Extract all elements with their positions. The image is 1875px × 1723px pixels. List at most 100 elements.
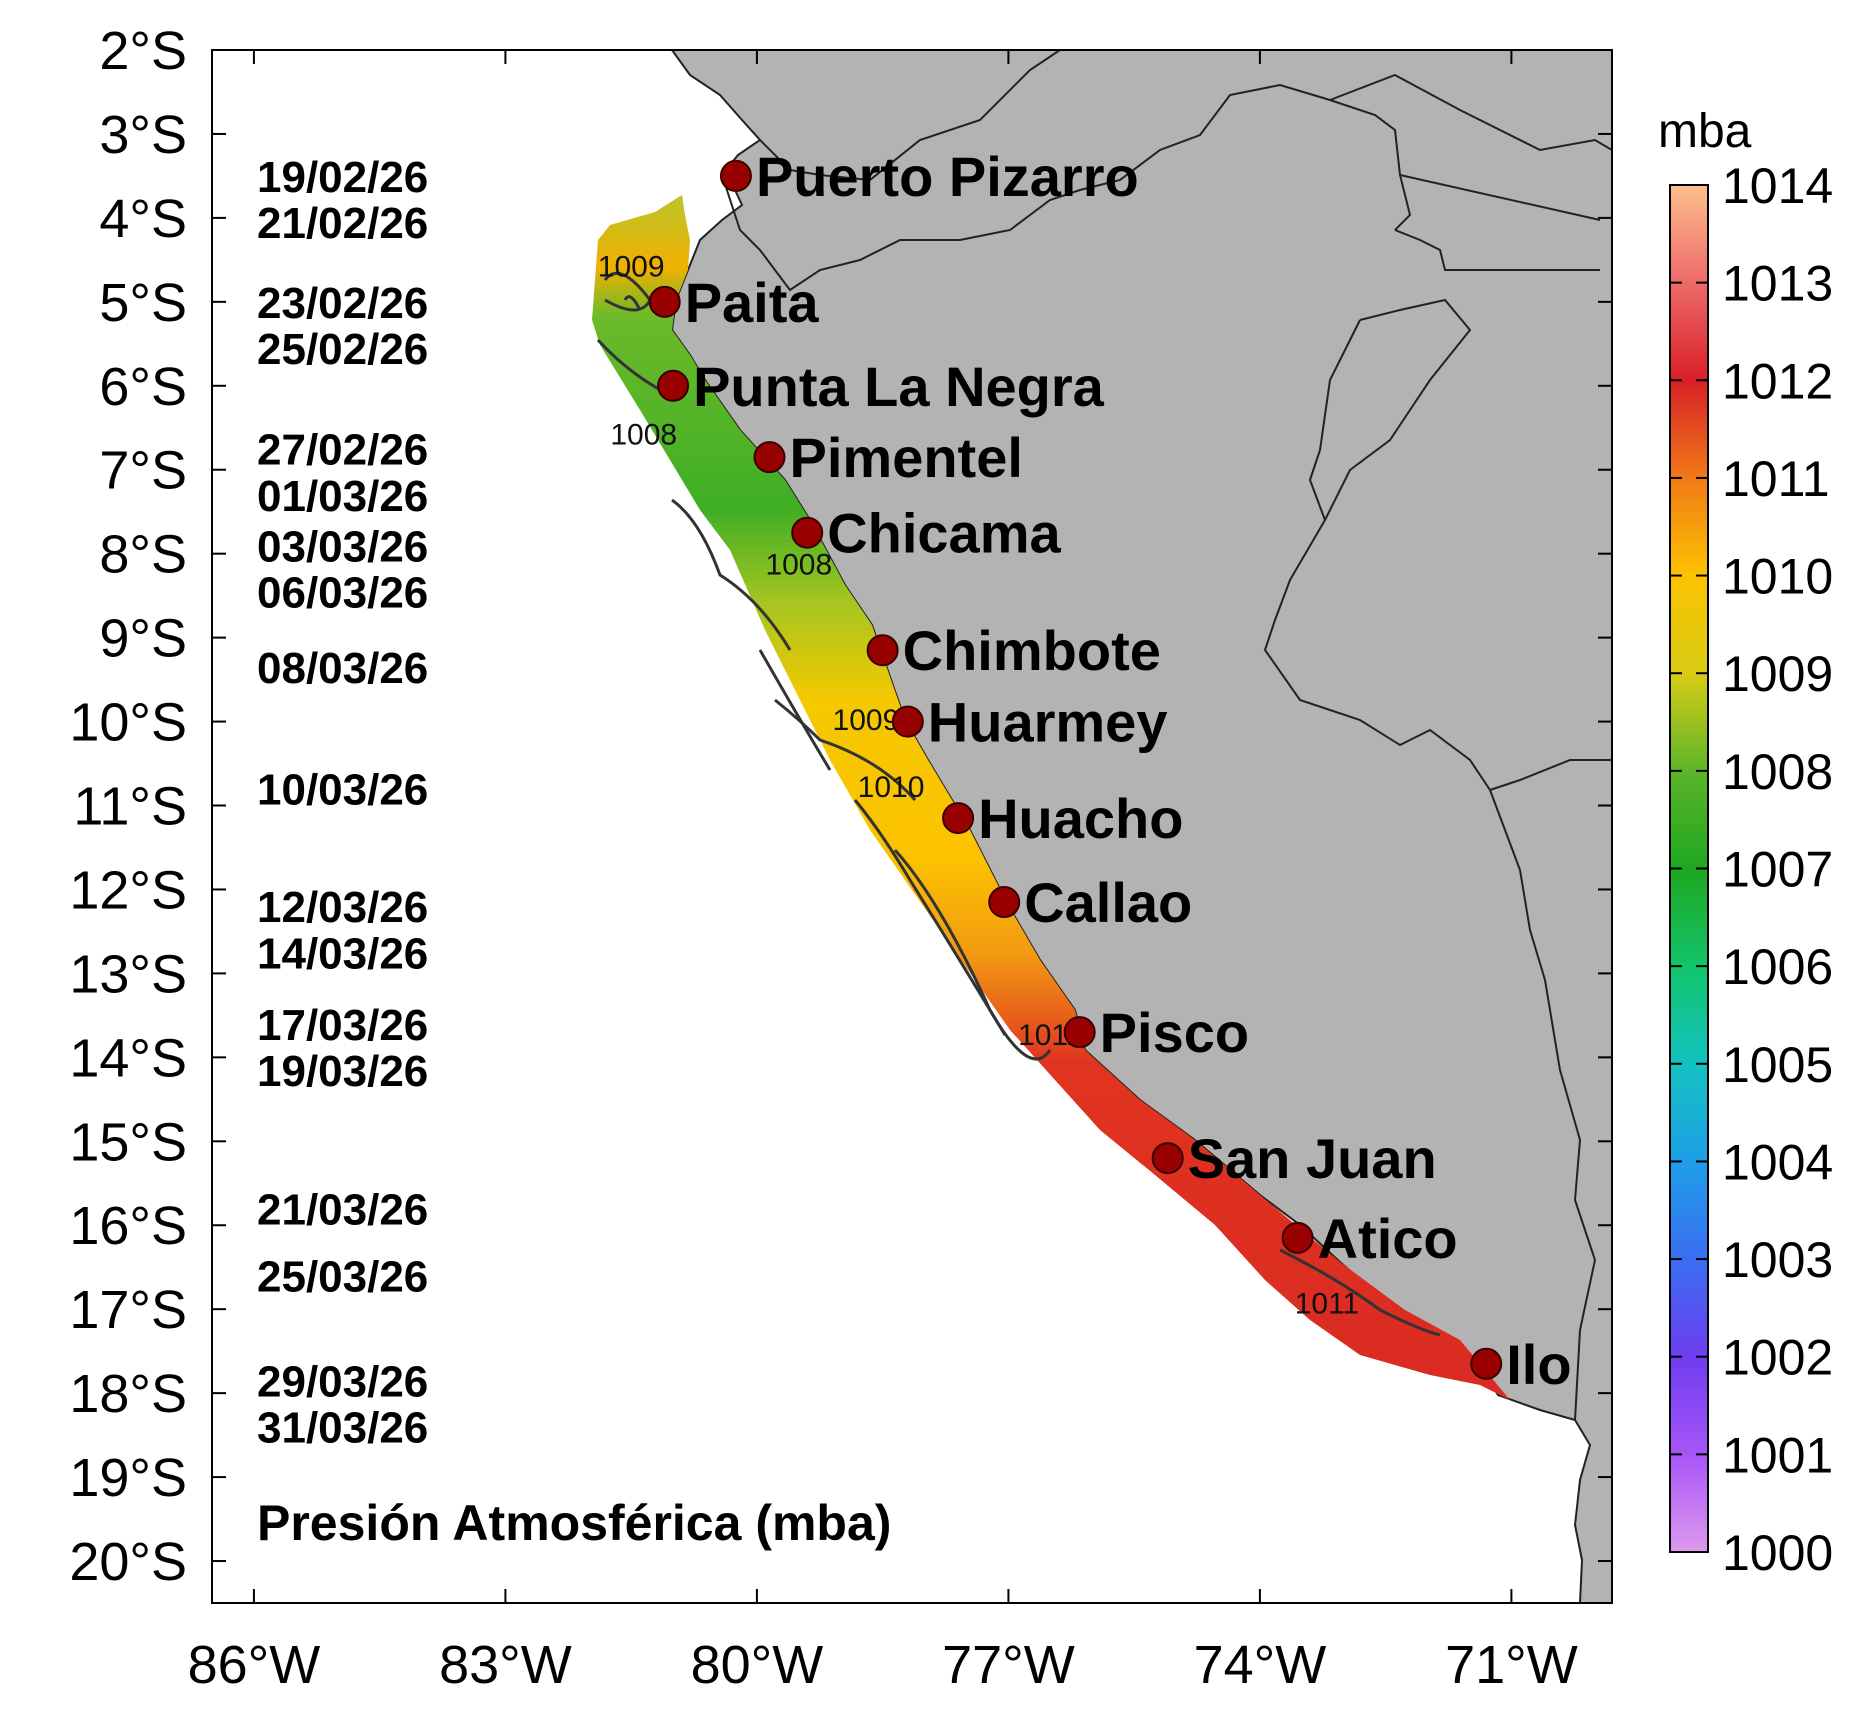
contour-label: 1009	[598, 251, 665, 284]
lat-tick-label: 2°S	[99, 21, 187, 81]
date-label: 03/03/26	[257, 522, 428, 571]
station-marker	[648, 285, 681, 318]
station-label: Puerto Pizarro	[756, 145, 1139, 208]
date-label: 25/02/26	[257, 325, 428, 374]
station-marker	[791, 516, 824, 549]
lat-tick-label: 9°S	[99, 609, 187, 669]
station-label: Chimbote	[903, 619, 1161, 682]
station-label: Huarmey	[928, 691, 1168, 754]
date-label: 31/03/26	[257, 1404, 428, 1453]
station-marker	[753, 441, 786, 474]
date-label: 08/03/26	[257, 644, 428, 693]
date-label: 17/03/26	[257, 1001, 428, 1050]
lat-tick-label: 16°S	[69, 1196, 187, 1256]
lat-tick-label: 12°S	[69, 860, 187, 920]
station-marker	[1470, 1347, 1503, 1380]
lat-tick-label: 6°S	[99, 357, 187, 417]
lat-tick-label: 5°S	[99, 273, 187, 333]
lat-tick-label: 19°S	[69, 1448, 187, 1508]
colorbar-tick-label: 1005	[1722, 1037, 1833, 1093]
lat-tick-label: 20°S	[69, 1532, 187, 1592]
station-marker	[1151, 1142, 1184, 1175]
date-label: 10/03/26	[257, 766, 428, 815]
date-label: 19/02/26	[257, 153, 428, 202]
colorbar-ticks: 1014 1013 1012 1011 1010 1009 1008 1007 1006 1005…	[1670, 158, 1833, 1581]
lat-tick-label: 15°S	[69, 1112, 187, 1172]
station-label: Ilo	[1506, 1333, 1571, 1396]
lat-tick-label: 4°S	[99, 189, 187, 249]
lon-tick-label: 74°W	[1194, 1635, 1327, 1695]
lon-tick-label: 71°W	[1445, 1635, 1578, 1695]
contour-label: 1008	[765, 549, 832, 582]
station-label: Pisco	[1100, 1001, 1249, 1064]
station-marker	[657, 369, 690, 402]
lat-tick-label: 11°S	[73, 777, 187, 837]
date-label: 01/03/26	[257, 472, 428, 521]
lat-tick-label: 3°S	[99, 105, 187, 165]
colorbar-tick-label: 1011	[1722, 451, 1830, 507]
station-marker	[942, 802, 975, 835]
lat-tick-label: 17°S	[69, 1280, 187, 1340]
colorbar-unit: mba	[1658, 105, 1752, 158]
lat-tick-label: 13°S	[69, 944, 187, 1004]
date-label: 25/03/26	[257, 1253, 428, 1302]
map-plot-area	[212, 50, 1612, 1603]
colorbar-tick-label: 1000	[1722, 1525, 1833, 1581]
contour-label: 1011	[1295, 1287, 1360, 1320]
contour-lines	[596, 271, 1441, 1337]
lat-tick-label: 7°S	[99, 441, 187, 501]
contour-label: 1008	[610, 419, 677, 452]
date-label: 12/03/26	[257, 883, 428, 932]
colorbar-tick-label: 1007	[1722, 842, 1833, 898]
station-label: San Juan	[1188, 1127, 1437, 1190]
station-marker	[988, 886, 1021, 919]
lon-tick-label: 83°W	[439, 1635, 572, 1695]
colorbar-tick-label: 1008	[1722, 744, 1833, 800]
lon-tick-label: 77°W	[942, 1635, 1075, 1695]
station-label: Pimentel	[789, 426, 1022, 489]
date-label: 23/02/26	[257, 279, 428, 328]
colorbar-tick-label: 1006	[1722, 939, 1833, 995]
lon-tick-label: 80°W	[691, 1635, 824, 1695]
station-marker	[1063, 1016, 1096, 1049]
plot-frame	[211, 49, 1613, 1604]
colorbar-tick-label: 1014	[1722, 158, 1833, 214]
colorbar-tick-label: 1001	[1722, 1427, 1833, 1483]
station-marker	[891, 705, 924, 738]
lat-tick-label: 8°S	[99, 525, 187, 585]
lat-tick-label: 18°S	[69, 1364, 187, 1424]
colorbar-tick-label: 1002	[1722, 1330, 1833, 1386]
colorbar-tick-label: 1003	[1722, 1232, 1833, 1288]
date-label: 21/02/26	[257, 199, 428, 248]
lat-tick-label: 10°S	[69, 693, 187, 753]
lon-tick-label: 86°W	[188, 1635, 321, 1695]
latitude-axis: 2°S 3°S 4°S 5°S 6°S 7°S 8°S 9°S 10°S 11°S 12°S 13°S…	[69, 21, 1612, 1592]
date-label: 19/03/26	[257, 1047, 428, 1096]
map-title: Presión Atmosférica (mba)	[257, 1495, 891, 1551]
colorbar-tick-label: 1004	[1722, 1134, 1833, 1190]
date-label: 27/02/26	[257, 426, 428, 475]
longitude-axis: 86°W 83°W 80°W 77°W 74°W 71°W	[188, 50, 1578, 1695]
date-label: 21/03/26	[257, 1185, 428, 1234]
contour-label: 1009	[833, 704, 900, 737]
station-marker	[1281, 1221, 1314, 1254]
stations: Puerto Pizarro Paita Punta La Negra Pimente…	[648, 145, 1572, 1396]
colorbar: mba 1014 1013 1012 1011 1010 1009 1008 1007 1006…	[1658, 105, 1833, 1581]
colorbar-tick-label: 1010	[1722, 549, 1833, 605]
station-label: Huacho	[978, 787, 1183, 850]
colorbar-tick-label: 1009	[1722, 646, 1833, 702]
station-marker	[866, 634, 899, 667]
lat-tick-label: 14°S	[69, 1028, 187, 1088]
date-label: 14/03/26	[257, 929, 428, 978]
station-label: Paita	[685, 271, 820, 334]
station-label: Chicama	[827, 502, 1061, 565]
country-borders	[721, 50, 1612, 1421]
colorbar-tick-label: 1012	[1722, 353, 1833, 409]
date-label: 06/03/26	[257, 568, 428, 617]
station-label: Atico	[1318, 1207, 1458, 1270]
contour-label: 1010	[858, 771, 925, 804]
date-label: 29/03/26	[257, 1358, 428, 1407]
